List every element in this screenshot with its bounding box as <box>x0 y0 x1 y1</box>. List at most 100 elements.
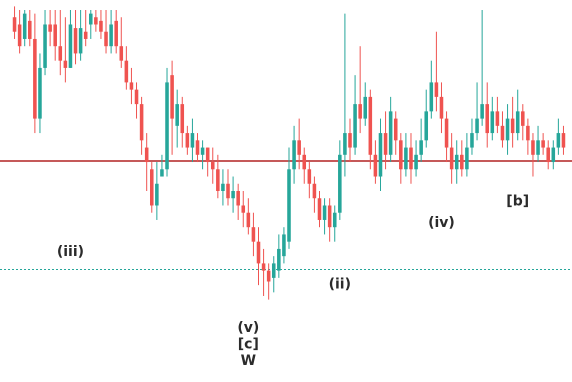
candle-body <box>277 248 281 271</box>
candle <box>510 96 515 148</box>
candle <box>414 140 418 177</box>
candle-body <box>409 147 413 170</box>
candle-body <box>261 263 266 271</box>
candle-body <box>500 125 505 141</box>
candle <box>465 133 469 177</box>
candle <box>231 176 235 213</box>
candle <box>89 10 93 39</box>
candle-body <box>485 104 489 134</box>
candle <box>99 10 103 39</box>
candle <box>48 10 52 47</box>
candle-body <box>287 169 291 242</box>
candle-body <box>338 154 342 213</box>
candle <box>460 140 464 177</box>
candle <box>180 96 185 148</box>
candle-body <box>358 104 362 119</box>
candle-body <box>58 46 63 61</box>
candle <box>297 118 301 170</box>
candle <box>368 89 373 170</box>
candle-body <box>322 205 327 220</box>
candle-body <box>393 118 398 141</box>
candle <box>236 183 240 220</box>
candle-body <box>73 28 78 54</box>
candle-body <box>251 227 256 242</box>
candle <box>200 140 205 170</box>
candle-body <box>317 198 322 220</box>
candle <box>271 256 276 293</box>
candle-body <box>449 147 454 170</box>
candle-body <box>236 191 240 206</box>
candle-body <box>368 96 373 155</box>
candle <box>195 133 200 163</box>
candle-body <box>12 17 17 32</box>
wave-label: (iii) <box>57 244 84 260</box>
candle <box>500 111 505 148</box>
candle-body <box>404 147 408 170</box>
candle-body <box>475 118 479 134</box>
candle-body <box>536 140 540 155</box>
candle <box>134 82 139 119</box>
candle <box>383 111 388 170</box>
candle-body <box>155 183 159 206</box>
candle-body <box>231 191 235 199</box>
candle <box>38 53 42 134</box>
candle-body <box>83 31 88 39</box>
candle <box>144 133 149 191</box>
candle-body <box>510 118 515 134</box>
candle-body <box>521 111 525 126</box>
candle <box>256 227 261 286</box>
candle-body <box>302 154 307 170</box>
candle-body <box>282 234 286 257</box>
candle-body <box>495 111 500 126</box>
candle-body <box>226 183 230 199</box>
candle <box>261 248 266 296</box>
candle <box>444 111 449 163</box>
candle <box>327 198 332 242</box>
candle <box>521 104 525 141</box>
candle <box>424 89 429 148</box>
candle <box>399 133 403 184</box>
candle <box>160 154 164 177</box>
candle-body <box>205 147 210 163</box>
candle-body <box>144 147 149 163</box>
candle <box>63 17 68 83</box>
candle <box>348 118 352 163</box>
candle <box>475 82 479 141</box>
candle <box>129 67 134 105</box>
candle-body <box>531 140 535 155</box>
candle-body <box>216 169 220 191</box>
candle-body <box>134 89 139 105</box>
candle <box>221 169 225 206</box>
candle <box>216 154 220 199</box>
wave-labels-group: (iii) (v)[c]W (ii) (iv) [b] <box>57 193 529 368</box>
candle <box>515 89 520 141</box>
candle <box>404 133 408 177</box>
candle <box>226 169 230 206</box>
candle <box>561 125 566 155</box>
candle <box>205 147 210 177</box>
candle-body <box>246 212 251 228</box>
candle <box>94 10 98 32</box>
candle-body <box>175 104 179 126</box>
candle <box>505 104 510 155</box>
candle-body <box>266 270 271 282</box>
candle <box>114 10 118 54</box>
candle <box>78 10 83 61</box>
candle-body <box>195 140 200 155</box>
candle <box>266 263 271 300</box>
candle <box>190 118 195 163</box>
candle <box>531 133 535 177</box>
candle-body <box>383 133 388 155</box>
candle <box>73 10 78 65</box>
candle-body <box>505 118 510 141</box>
candle-body <box>43 24 47 68</box>
candle <box>277 234 281 278</box>
candle <box>22 10 27 47</box>
wave-label: (v) <box>237 320 259 336</box>
candle-body <box>89 13 93 25</box>
candle-body <box>414 154 418 170</box>
candle <box>155 162 159 220</box>
candle-body <box>454 154 459 170</box>
candle <box>83 10 88 47</box>
